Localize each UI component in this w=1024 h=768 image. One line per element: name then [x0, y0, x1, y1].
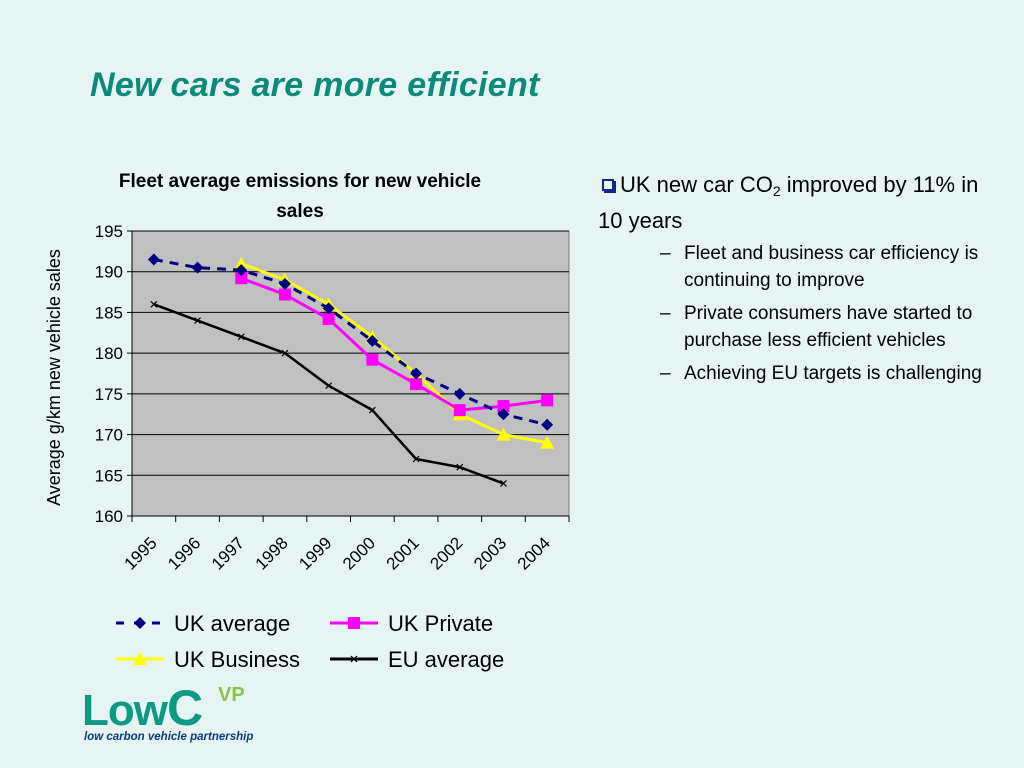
x-tick-label: 2004: [514, 533, 554, 573]
point-uk-average: [191, 261, 204, 274]
dash-icon: –: [660, 243, 671, 264]
point-uk-average: [541, 418, 554, 431]
logo-text-c: C: [166, 680, 203, 736]
dash-icon: –: [660, 363, 671, 384]
legend-label-uk-private: UK Private: [388, 611, 493, 636]
emissions-chart: Fleet average emissions for new vehicle …: [44, 171, 570, 672]
point-eu-average: [281, 349, 289, 357]
point-uk-private: [541, 394, 554, 407]
x-tick-label: 1999: [295, 533, 335, 573]
legend-label-uk-average: UK average: [174, 611, 290, 636]
y-tick-label: 165: [95, 466, 123, 485]
point-uk-average: [366, 334, 379, 347]
point-uk-average: [322, 302, 335, 315]
logo-text-low: Low: [82, 686, 168, 735]
point-eu-average: [500, 480, 507, 487]
legend-marker-uk-private: [348, 617, 360, 629]
legend-label-uk-business: UK Business: [174, 647, 300, 672]
lowcvp-logo: LowC VP low carbon vehicle partnership: [82, 683, 292, 746]
main-bullet-subscript: 2: [772, 183, 781, 199]
checkbox-bullet-icon: [602, 179, 614, 192]
point-uk-private: [322, 312, 335, 325]
y-tick-label: 180: [95, 344, 123, 363]
y-tick-label: 170: [95, 426, 123, 445]
main-bullet-text-post: improved by 11% in 10 years: [598, 172, 979, 233]
y-tick-label: 175: [95, 385, 123, 404]
point-uk-business: [496, 427, 511, 441]
point-uk-average: [410, 367, 423, 380]
x-tick-label: 2003: [470, 533, 510, 573]
x-tick-label: 1998: [252, 533, 292, 573]
point-uk-private: [497, 400, 510, 413]
sub-bullet-item: – Private consumers have started to purch…: [660, 300, 998, 354]
x-tick-label: 2000: [339, 533, 379, 573]
point-uk-private: [366, 353, 379, 366]
point-eu-average: [150, 300, 158, 308]
series-line-uk-average: [153, 258, 548, 427]
sub-bullet-list: – Fleet and business car efficiency is co…: [598, 240, 998, 387]
series-line-uk-business: [240, 262, 548, 445]
sub-bullet-text: Private consumers have started to purcha…: [684, 303, 973, 351]
point-eu-average: [412, 455, 420, 463]
x-tick-label: 2002: [426, 533, 466, 573]
x-tick-label: 1996: [164, 533, 204, 573]
chart-canvas: 160 165 170 175 180 185 190 195 1995 1996 1997 1998…: [44, 222, 570, 672]
point-uk-private: [278, 288, 291, 301]
plot-area: [131, 230, 570, 517]
chart-title: Fleet average emissions for new vehicle …: [118, 171, 482, 222]
legend-marker-eu-average: [350, 655, 358, 663]
main-bullet: UK new car CO2 improved by 11% in 10 yea…: [598, 170, 998, 236]
sub-bullet-item: – Fleet and business car efficiency is co…: [660, 240, 998, 294]
point-eu-average: [368, 406, 376, 414]
point-uk-average: [235, 264, 248, 277]
y-axis-label: Average g/km new vehicle sales: [44, 249, 64, 506]
y-tick-label: 185: [95, 303, 123, 322]
point-uk-private: [453, 404, 466, 417]
point-uk-business: [540, 435, 555, 449]
x-tick-label: 1997: [208, 533, 248, 573]
point-eu-average: [456, 463, 464, 471]
point-uk-average: [147, 253, 160, 266]
point-uk-private: [410, 378, 423, 391]
point-uk-average: [497, 408, 510, 421]
point-eu-average: [194, 317, 201, 324]
sub-bullet-text: Achieving EU targets is challenging: [684, 363, 982, 384]
point-eu-average: [237, 333, 245, 341]
logo-superscript: VP: [218, 684, 245, 706]
y-tick-label: 195: [95, 222, 123, 241]
dash-icon: –: [660, 303, 671, 324]
y-tick-label: 190: [95, 263, 123, 282]
slide-title: New cars are more efficient: [90, 66, 540, 104]
point-eu-average: [325, 382, 333, 390]
logo-tagline: low carbon vehicle partnership: [84, 731, 254, 743]
point-uk-private: [235, 272, 248, 285]
legend-marker-uk-average: [134, 617, 146, 629]
point-uk-average: [278, 277, 291, 290]
sub-bullet-text: Fleet and business car efficiency is con…: [684, 243, 979, 291]
legend-label-eu-average: EU average: [388, 647, 504, 672]
logo-wordmark: LowC: [82, 683, 203, 735]
main-bullet-text-pre: UK new car CO: [620, 172, 773, 197]
x-tick-label: 2001: [383, 533, 423, 573]
y-tick-label: 160: [95, 507, 123, 526]
legend-marker-uk-business: [133, 652, 147, 665]
bullet-panel: UK new car CO2 improved by 11% in 10 yea…: [598, 170, 998, 393]
point-uk-business: [234, 256, 249, 270]
x-tick-label: 1995: [120, 533, 160, 573]
point-uk-average: [453, 387, 466, 400]
sub-bullet-item: – Achieving EU targets is challenging: [660, 360, 998, 387]
series-line-uk-private: [240, 276, 548, 412]
